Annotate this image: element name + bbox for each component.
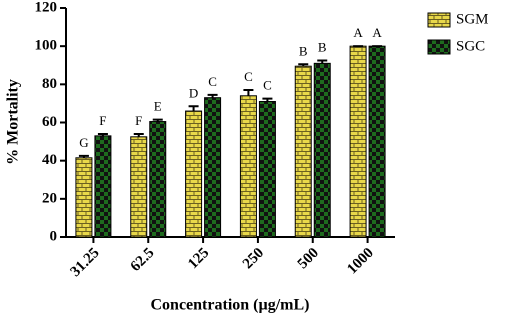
bar	[130, 136, 148, 238]
annotation: C	[208, 74, 217, 89]
bar	[258, 101, 276, 238]
legend-label: SGC	[456, 38, 485, 54]
legend-swatch	[427, 39, 451, 55]
bar	[313, 62, 331, 238]
bar	[75, 157, 93, 238]
legend-label: SGM	[456, 11, 489, 27]
y-tick-label: 80	[42, 76, 57, 92]
x-tick-label: 125	[185, 245, 212, 272]
annotation: C	[244, 69, 253, 84]
bar	[204, 97, 222, 238]
y-tick-label: 100	[35, 38, 58, 54]
bar	[149, 121, 167, 238]
x-tick-label: 250	[240, 245, 267, 272]
y-tick-label: 120	[35, 0, 58, 15]
y-tick-label: 60	[42, 114, 57, 130]
y-tick-label: 20	[42, 190, 57, 206]
annotation: A	[372, 25, 382, 40]
annotation: B	[299, 43, 308, 58]
bar	[349, 45, 367, 238]
annotation: D	[189, 85, 198, 100]
y-tick-label: 0	[50, 228, 58, 244]
legend-swatch	[427, 12, 451, 28]
error-bar	[298, 63, 309, 67]
bar	[239, 95, 257, 238]
error-bar	[188, 105, 199, 112]
error-bar	[262, 97, 273, 102]
error-bar	[207, 93, 218, 98]
bar	[94, 135, 112, 238]
error-bar	[152, 118, 163, 122]
y-tick-label: 40	[42, 152, 57, 168]
x-tick-label: 500	[295, 245, 322, 272]
annotation: F	[135, 113, 142, 128]
error-bar	[317, 59, 328, 64]
x-tick-label: 1000	[344, 245, 377, 278]
error-bar	[243, 89, 254, 96]
error-bar	[133, 132, 144, 137]
error-bar	[78, 154, 89, 158]
annotation: G	[79, 135, 88, 150]
bar	[368, 45, 386, 238]
annotation: B	[318, 39, 327, 54]
x-axis-title: Concentration (µg/mL)	[151, 297, 310, 314]
bar	[185, 110, 203, 238]
bar	[294, 65, 312, 238]
x-tick-label: 31.25	[67, 245, 102, 280]
annotation: A	[353, 25, 363, 40]
annotation: F	[99, 113, 106, 128]
error-bar	[97, 132, 108, 136]
annotation: E	[154, 99, 162, 114]
x-tick-label: 62.5	[128, 245, 158, 275]
annotation: C	[263, 78, 272, 93]
y-axis-title: % Mortality	[5, 79, 22, 165]
